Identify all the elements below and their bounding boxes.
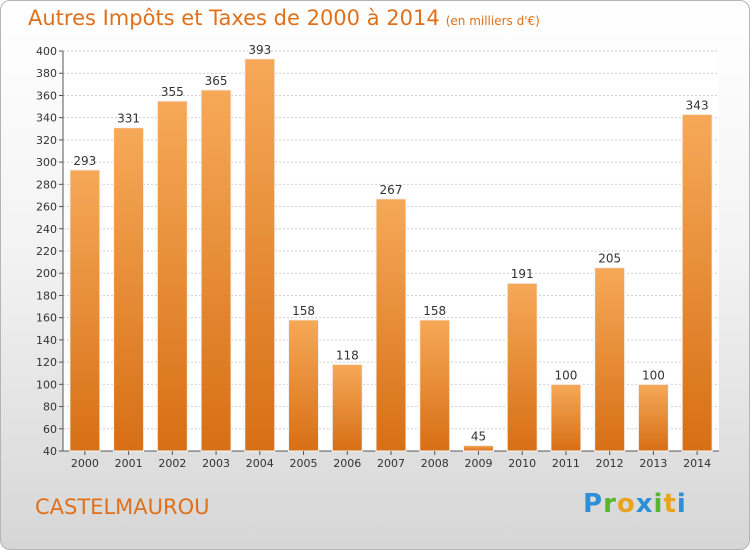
chart-title-unit: (en milliers d'€) [445, 14, 540, 28]
data-label: 100 [642, 368, 665, 382]
data-label: 343 [686, 98, 709, 112]
y-tick-label: 60 [43, 423, 57, 436]
y-tick-label: 140 [36, 334, 57, 347]
data-label: 365 [205, 74, 228, 88]
data-label: 267 [380, 183, 403, 197]
bar [681, 113, 713, 452]
data-label: 355 [161, 85, 184, 99]
bar [69, 169, 101, 452]
x-tick-label: 2001 [115, 457, 143, 470]
y-tick-label: 220 [36, 245, 57, 258]
bar [637, 383, 669, 452]
data-label: 118 [336, 348, 359, 362]
data-label: 45 [471, 429, 486, 443]
data-label: 331 [117, 112, 140, 126]
x-tick-label: 2004 [246, 457, 274, 470]
commune-name: CASTELMAUROU [35, 495, 210, 519]
chart-title: Autres Impôts et Taxes de 2000 à 2014 (en… [28, 6, 540, 30]
bar [462, 444, 494, 452]
bar [506, 282, 538, 452]
logo-letter: i [676, 489, 687, 519]
data-label: 100 [554, 368, 577, 382]
x-tick-label: 2007 [377, 457, 405, 470]
data-label: 191 [511, 267, 534, 281]
logo-letter: o [616, 489, 636, 519]
bar [244, 58, 276, 452]
bar [594, 267, 626, 452]
x-tick-label: 2000 [71, 457, 99, 470]
y-tick-label: 300 [36, 156, 57, 169]
bar [331, 363, 363, 452]
y-tick-label: 200 [36, 267, 57, 280]
chart-title-text: Autres Impôts et Taxes de 2000 à 2014 [28, 6, 440, 30]
y-tick-label: 80 [43, 401, 57, 414]
x-tick-label: 2013 [639, 457, 667, 470]
data-label: 158 [423, 304, 446, 318]
y-tick-label: 120 [36, 356, 57, 369]
x-tick-label: 2010 [508, 457, 536, 470]
x-tick-label: 2005 [290, 457, 318, 470]
y-tick-label: 160 [36, 312, 57, 325]
y-tick-label: 260 [36, 201, 57, 214]
y-tick-label: 400 [36, 45, 57, 58]
data-label: 158 [292, 304, 315, 318]
logo-letter: i [653, 489, 664, 519]
x-tick-label: 2008 [421, 457, 449, 470]
y-tick-label: 280 [36, 178, 57, 191]
proxiti-logo: Proxiti [583, 489, 687, 519]
bar [200, 89, 232, 452]
x-tick-label: 2011 [552, 457, 580, 470]
y-tick-label: 180 [36, 289, 57, 302]
bar [419, 319, 451, 452]
bar [156, 100, 188, 452]
bar [113, 127, 145, 452]
y-tick-label: 380 [36, 67, 57, 80]
x-tick-label: 2002 [158, 457, 186, 470]
bar [550, 383, 582, 452]
data-label: 205 [598, 252, 621, 266]
x-tick-label: 2003 [202, 457, 230, 470]
logo-letter: t [663, 489, 677, 519]
bar [288, 319, 320, 452]
x-tick-label: 2012 [596, 457, 624, 470]
data-label: 393 [248, 43, 271, 57]
x-tick-label: 2014 [683, 457, 711, 470]
logo-letter: x [635, 489, 654, 519]
x-tick-label: 2009 [464, 457, 492, 470]
y-tick-label: 320 [36, 134, 57, 147]
y-tick-label: 240 [36, 223, 57, 236]
y-tick-label: 360 [36, 89, 57, 102]
bar [375, 198, 407, 452]
y-tick-label: 340 [36, 112, 57, 125]
logo-letter: P [583, 489, 604, 519]
y-tick-label: 100 [36, 378, 57, 391]
logo-letter: r [603, 489, 617, 519]
data-label: 293 [73, 154, 96, 168]
x-tick-label: 2006 [333, 457, 361, 470]
y-tick-label: 40 [43, 445, 57, 458]
